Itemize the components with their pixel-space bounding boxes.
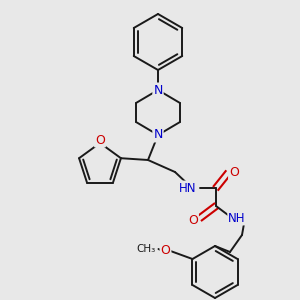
Text: CH₃: CH₃: [137, 244, 156, 254]
Text: O: O: [95, 134, 105, 146]
Text: O: O: [229, 167, 239, 179]
Text: N: N: [153, 128, 163, 142]
Text: N: N: [153, 83, 163, 97]
Text: NH: NH: [228, 212, 246, 224]
Text: O: O: [160, 244, 170, 256]
Text: HN: HN: [179, 182, 197, 194]
Text: O: O: [188, 214, 198, 226]
